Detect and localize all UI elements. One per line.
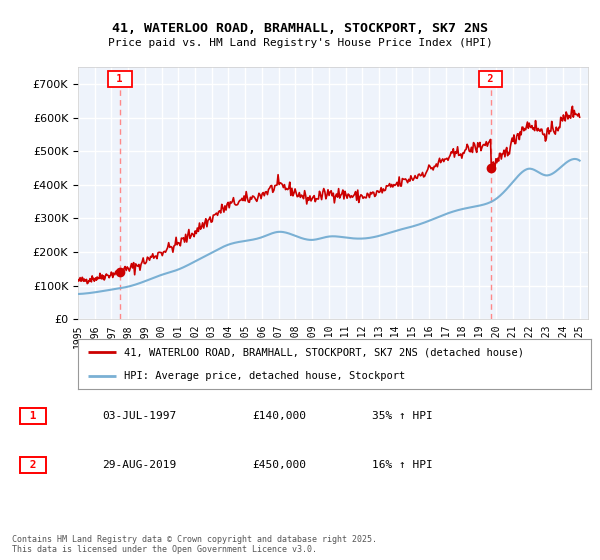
Text: 1: 1	[110, 74, 129, 84]
Text: 29-AUG-2019: 29-AUG-2019	[102, 460, 176, 470]
Text: 41, WATERLOO ROAD, BRAMHALL, STOCKPORT, SK7 2NS: 41, WATERLOO ROAD, BRAMHALL, STOCKPORT, …	[112, 22, 488, 35]
Text: 35% ↑ HPI: 35% ↑ HPI	[372, 412, 433, 421]
Text: £450,000: £450,000	[252, 460, 306, 470]
Text: 16% ↑ HPI: 16% ↑ HPI	[372, 460, 433, 470]
Text: 2: 2	[481, 74, 500, 84]
Text: 03-JUL-1997: 03-JUL-1997	[102, 412, 176, 421]
Text: 41, WATERLOO ROAD, BRAMHALL, STOCKPORT, SK7 2NS (detached house): 41, WATERLOO ROAD, BRAMHALL, STOCKPORT, …	[124, 347, 524, 357]
Text: Price paid vs. HM Land Registry's House Price Index (HPI): Price paid vs. HM Land Registry's House …	[107, 38, 493, 48]
Text: Contains HM Land Registry data © Crown copyright and database right 2025.
This d: Contains HM Land Registry data © Crown c…	[12, 535, 377, 554]
Text: HPI: Average price, detached house, Stockport: HPI: Average price, detached house, Stoc…	[124, 371, 406, 381]
Text: 1: 1	[23, 412, 43, 421]
Text: £140,000: £140,000	[252, 412, 306, 421]
Text: 2: 2	[23, 460, 43, 470]
